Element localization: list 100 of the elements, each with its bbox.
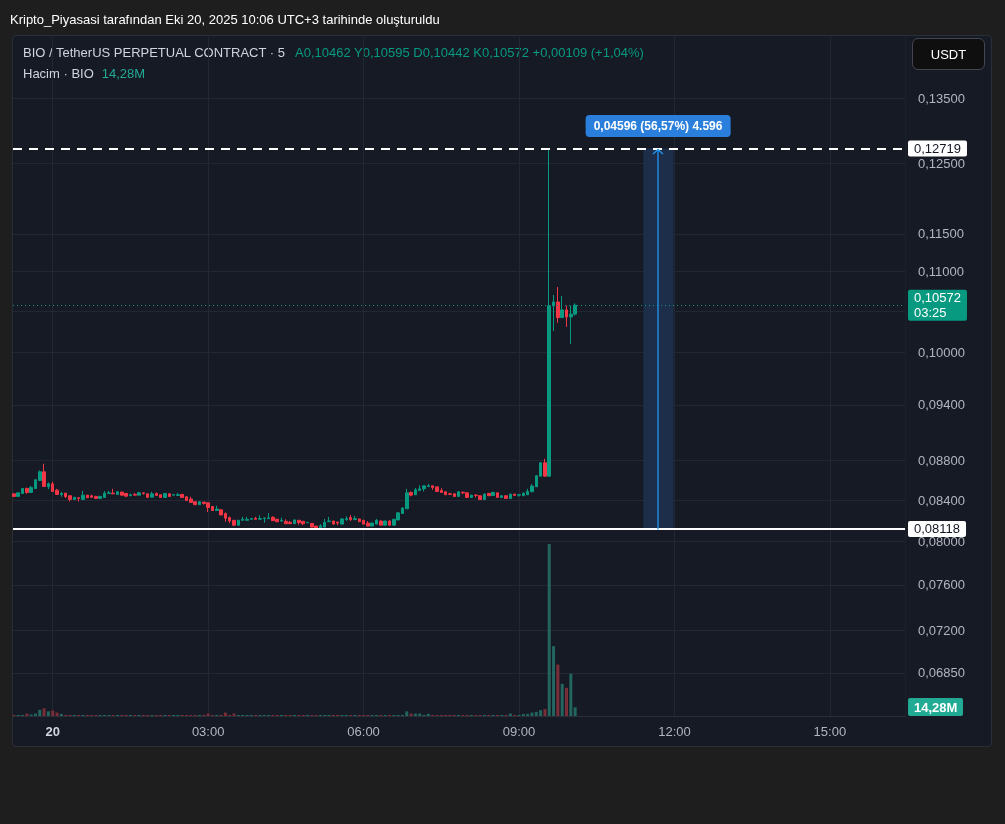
candlestick [68,495,72,502]
candlestick [366,520,370,527]
candlestick [254,516,257,521]
y-tick-label: 0,12500 [918,155,965,171]
candlestick [474,493,478,498]
y-tick-label: 0,08800 [918,453,965,469]
candlestick [332,520,335,525]
candlestick [513,493,516,497]
candlestick [409,490,413,497]
candlestick [319,523,322,529]
candlestick [94,495,98,499]
candlestick [306,521,309,524]
x-tick-label: 09:00 [502,724,536,739]
candlestick [448,492,452,495]
candlestick [487,492,491,497]
candlestick [168,492,171,497]
x-tick-label: 20 [45,724,60,739]
text: Hacim · BIO [23,66,94,81]
candlestick [504,494,508,500]
candlestick [556,286,560,324]
candlestick [137,491,141,496]
candlestick [280,517,283,523]
candlestick [422,485,426,492]
bar [543,709,547,716]
y-tick-label: 0,10000 [918,344,965,360]
y-tick-label: 0,08400 [918,492,965,508]
text: 14,28M [908,698,964,717]
bar [573,707,577,716]
bar [569,673,573,716]
y-tick-label: 0,07200 [918,623,965,639]
candlestick [383,520,387,526]
candlestick [297,519,301,526]
bar [42,708,46,716]
candlestick [388,519,391,526]
candlestick [267,512,270,520]
candlestick [340,517,344,525]
candlestick [358,518,361,523]
candlestick [379,519,383,526]
candlestick [237,519,240,526]
candlestick [457,490,460,497]
candlestick [435,486,439,493]
candlestick [483,492,486,500]
candlestick [124,492,128,498]
candlestick [349,514,352,522]
candlestick [42,463,46,488]
candlestick [107,490,111,495]
candlestick [465,491,469,498]
candlestick [336,521,339,526]
bar [51,710,55,716]
candlestick [81,490,85,500]
candlestick [245,516,249,521]
candlestick [47,481,50,490]
candlestick [275,518,279,523]
candlestick [73,496,76,501]
candlestick [370,522,374,527]
candlestick [193,500,197,506]
y-tick-label: 0,13500 [918,90,965,106]
x-tick-label: 15:00 [813,724,847,739]
candlestick [25,487,29,495]
candlestick [569,305,573,345]
bar [59,713,63,716]
candlestick [500,494,503,498]
candlestick [150,491,154,498]
candlestick [189,496,193,504]
candlestick [129,493,132,497]
candlestick [86,494,89,499]
bar [556,664,560,716]
y-axis-title: USDT [912,38,985,70]
candlestick [116,490,119,495]
candlestick [60,491,63,498]
candlestick [310,522,314,528]
x-tick-label: 03:00 [191,724,225,739]
candlestick [470,494,473,499]
candlestick [98,495,102,499]
bar [565,687,569,716]
bar [547,544,551,716]
text: 14,28M [101,66,146,81]
bar [426,713,430,716]
candlestick [293,518,296,525]
candlestick [301,520,305,526]
y-tick-label: 0,09400 [918,397,965,413]
candlestick [565,305,568,328]
ref-line-label: 0,10572 03:25 [914,290,961,321]
candlestick [206,501,210,513]
candlestick [543,458,547,477]
text: Kripto_Piyasasi tarafından Eki 20, 2025 10:06 UTC+3 tarihinde oluşturuldu [10,11,440,29]
candlestick [77,497,80,502]
bar [405,711,409,716]
candlestick [271,515,275,522]
candlestick [496,492,499,499]
y-tick-label: 0,06850 [918,665,965,681]
candlestick [159,493,162,499]
bar [539,710,543,716]
candlestick [258,514,262,521]
bar [560,683,564,716]
y-tick-label: 0,07600 [918,577,965,593]
candlestick [405,488,409,510]
candlestick [133,492,137,496]
candlestick [491,491,495,496]
candlestick [517,494,521,498]
